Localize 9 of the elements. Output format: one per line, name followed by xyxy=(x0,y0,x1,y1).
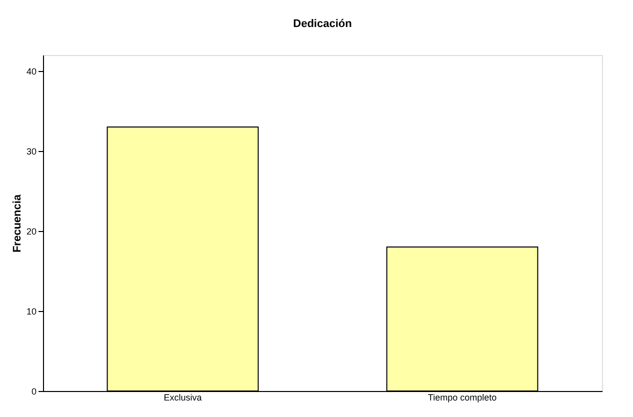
y-tick-label: 30 xyxy=(26,146,36,156)
y-tick-label: 0 xyxy=(31,386,36,396)
y-tick-label: 40 xyxy=(26,66,36,76)
x-tick-label: Tiempo completo xyxy=(428,392,497,402)
y-tick-label: 20 xyxy=(26,226,36,236)
y-tick-label: 10 xyxy=(26,306,36,316)
x-tick-label: Exclusiva xyxy=(164,392,202,402)
y-axis-title: Frecuencia xyxy=(11,194,24,253)
chart-title: Dedicación xyxy=(293,18,352,30)
